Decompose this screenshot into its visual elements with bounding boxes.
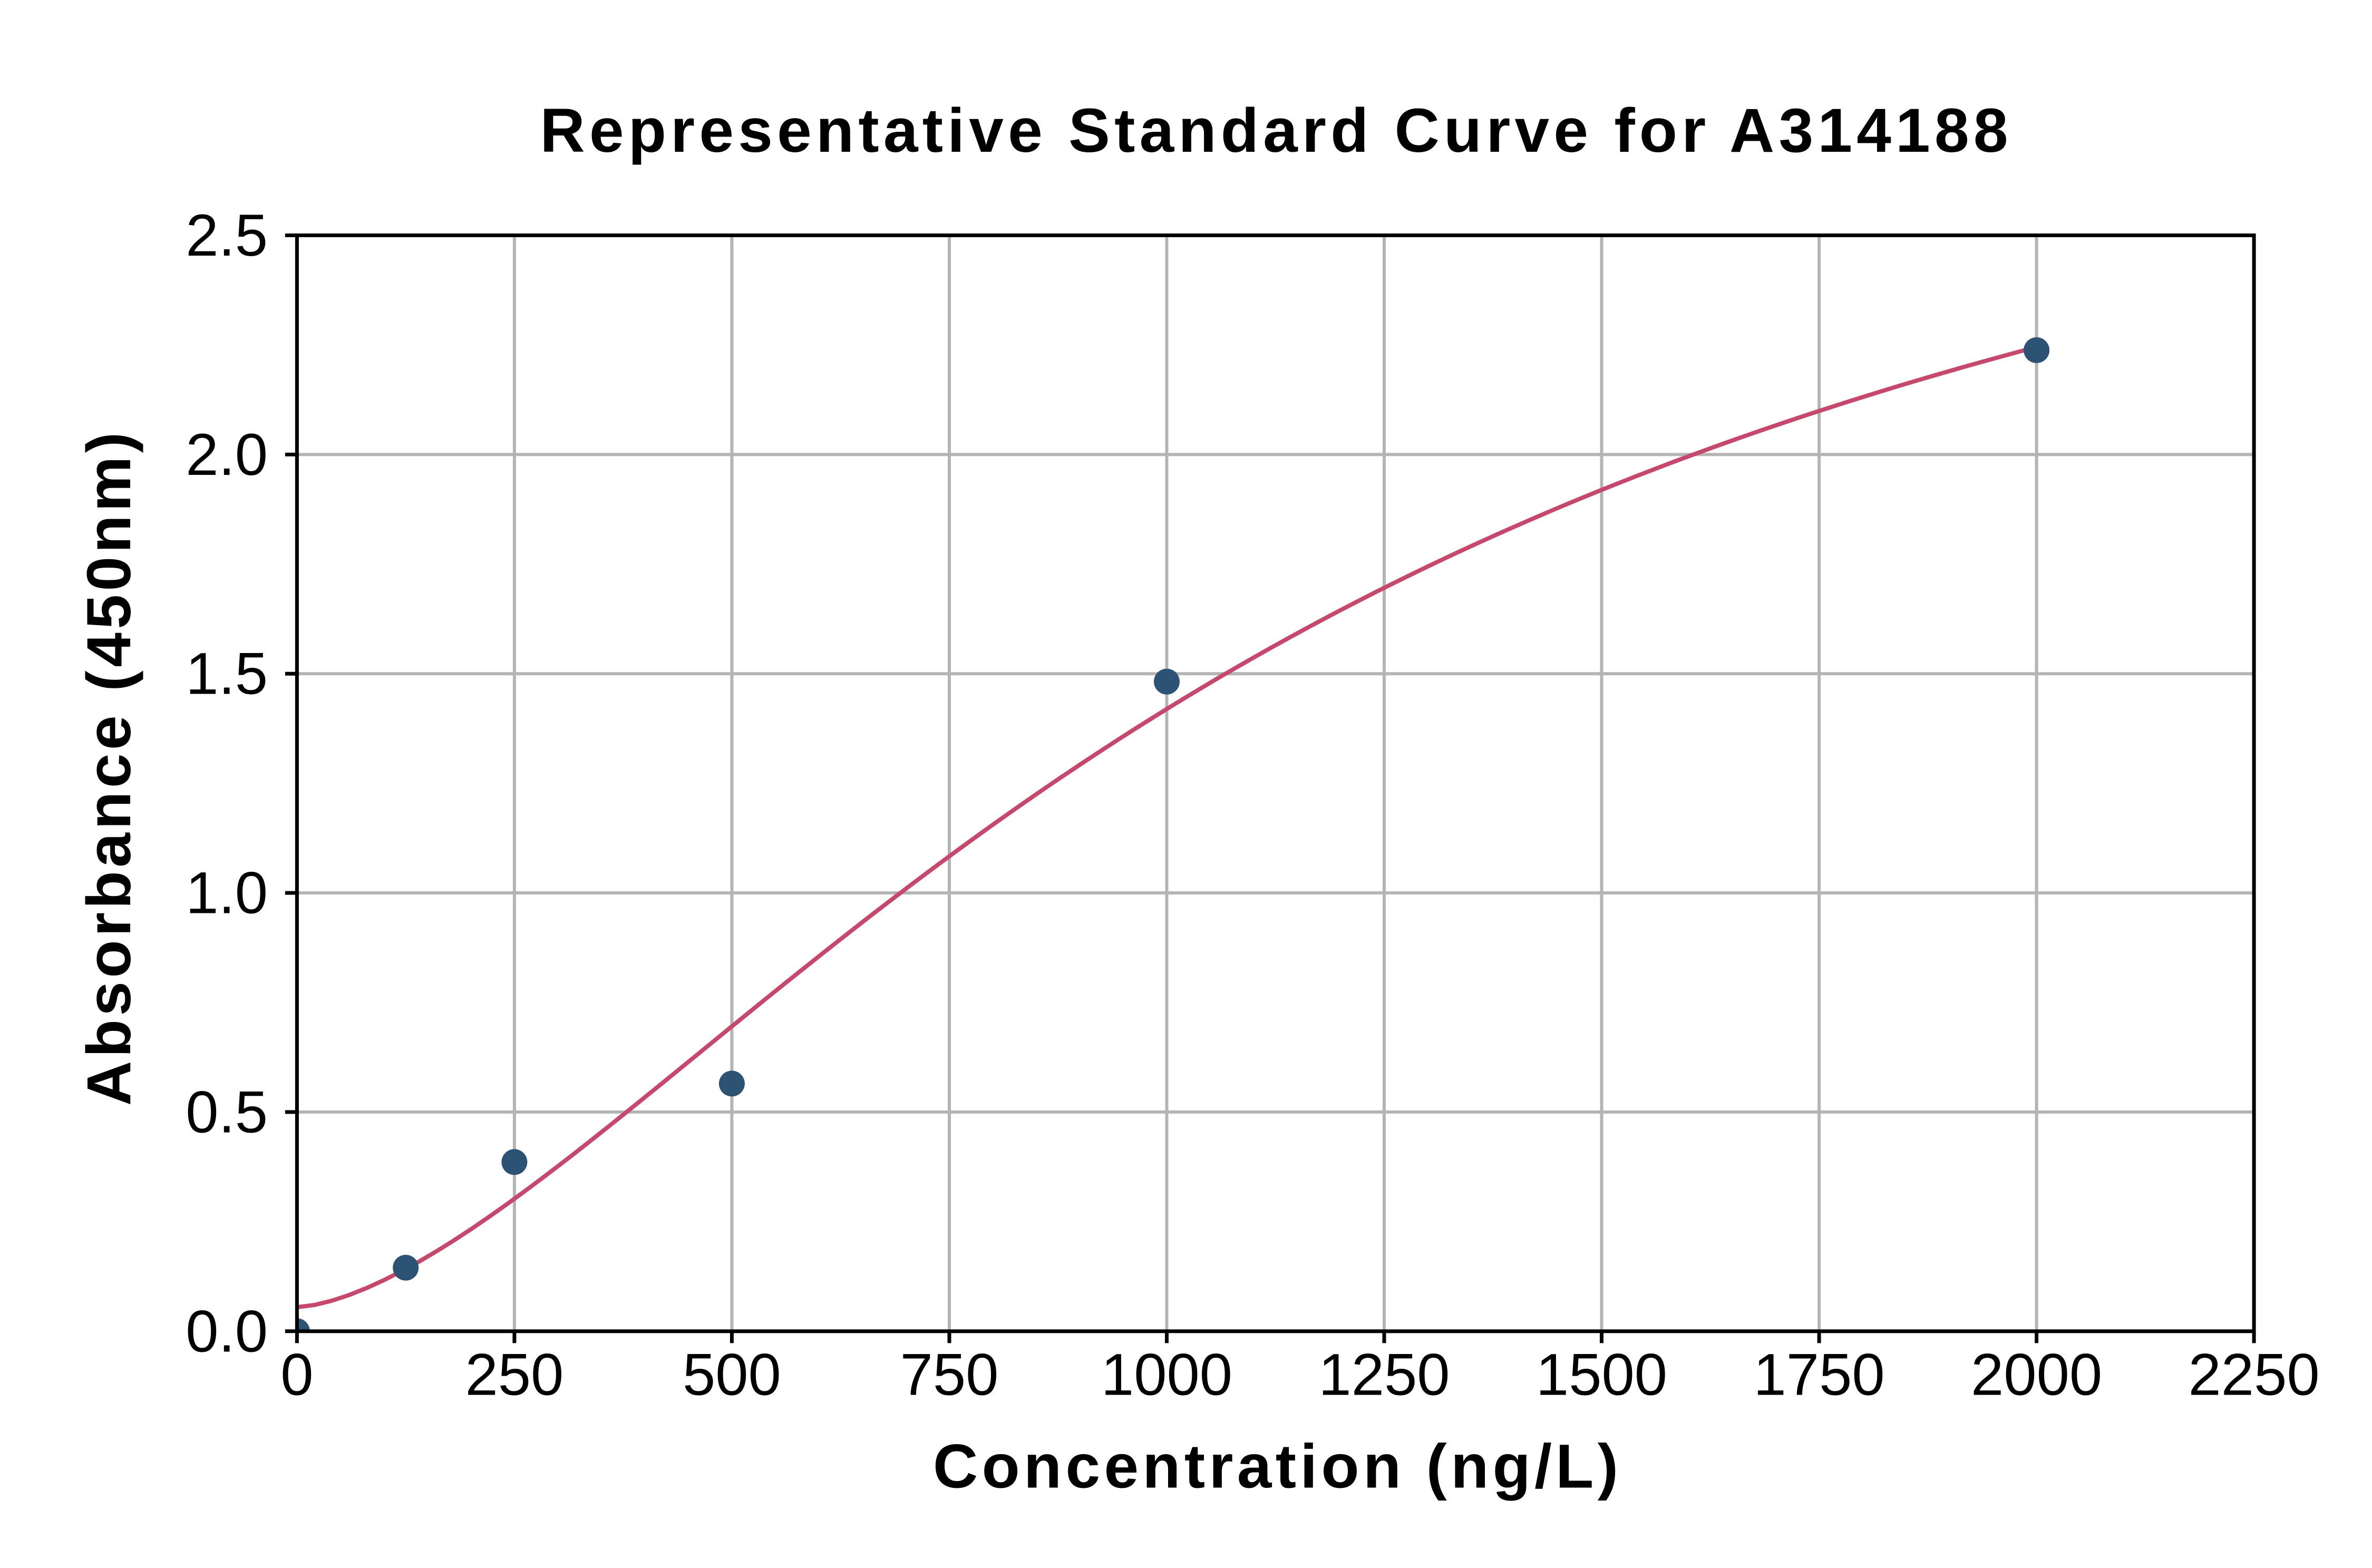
svg-text:1500: 1500: [1536, 1342, 1667, 1408]
svg-text:1000: 1000: [1101, 1342, 1232, 1408]
svg-text:750: 750: [900, 1342, 999, 1408]
svg-text:Concentration (ng/L): Concentration (ng/L): [933, 1431, 1618, 1501]
svg-text:1.0: 1.0: [186, 860, 268, 926]
svg-text:2.0: 2.0: [186, 422, 268, 488]
svg-text:1750: 1750: [1754, 1342, 1885, 1408]
svg-text:1.5: 1.5: [186, 641, 268, 707]
svg-text:500: 500: [683, 1342, 781, 1408]
svg-text:0.0: 0.0: [186, 1298, 268, 1364]
svg-text:0: 0: [280, 1342, 313, 1408]
svg-text:Absorbance (450nm): Absorbance (450nm): [74, 432, 144, 1106]
svg-text:2.5: 2.5: [186, 202, 268, 268]
svg-text:2000: 2000: [1971, 1342, 2102, 1408]
svg-text:2250: 2250: [2189, 1342, 2320, 1408]
svg-text:Representative Standard Curve: Representative Standard Curve for A31418…: [540, 96, 2008, 165]
svg-text:1250: 1250: [1318, 1342, 1450, 1408]
svg-text:250: 250: [465, 1342, 563, 1408]
svg-text:0.5: 0.5: [186, 1079, 268, 1145]
